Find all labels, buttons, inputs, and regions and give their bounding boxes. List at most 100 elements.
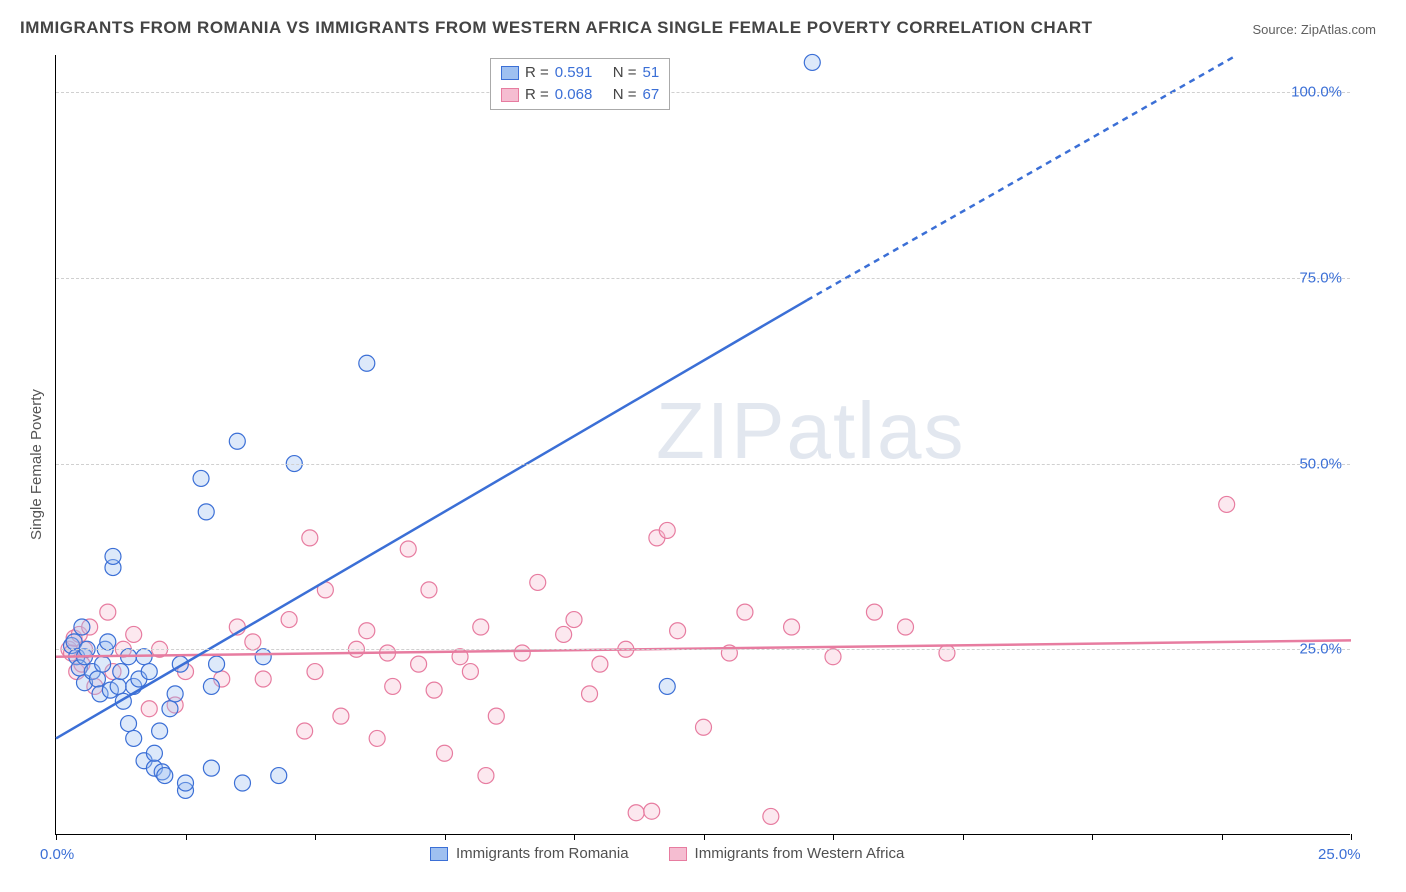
y-tick-label: 50.0%: [1299, 455, 1342, 472]
data-point: [737, 604, 753, 620]
plot-area: ZIPatlas 25.0%50.0%75.0%100.0%: [55, 55, 1350, 835]
data-point: [255, 649, 271, 665]
data-point: [582, 686, 598, 702]
data-point: [592, 656, 608, 672]
data-point: [89, 671, 105, 687]
data-point: [152, 723, 168, 739]
data-point: [566, 612, 582, 628]
x-tick: [56, 834, 57, 840]
x-tick: [704, 834, 705, 840]
data-point: [1219, 496, 1235, 512]
data-point: [804, 54, 820, 70]
data-point: [530, 574, 546, 590]
data-point: [359, 355, 375, 371]
data-point: [369, 730, 385, 746]
data-point: [556, 626, 572, 642]
legend-row-wafrica: R = 0.068 N = 67: [501, 84, 659, 106]
data-point: [74, 619, 90, 635]
data-point: [478, 768, 494, 784]
data-point: [95, 656, 111, 672]
data-point: [628, 805, 644, 821]
data-point: [141, 664, 157, 680]
data-point: [100, 604, 116, 620]
data-point: [421, 582, 437, 598]
swatch-icon: [501, 66, 519, 80]
x-tick: [445, 834, 446, 840]
data-point: [271, 768, 287, 784]
legend-item-romania: Immigrants from Romania: [430, 845, 629, 862]
gridline: [56, 464, 1350, 465]
data-point: [297, 723, 313, 739]
gridline: [56, 92, 1350, 93]
data-point: [245, 634, 261, 650]
data-point: [939, 645, 955, 661]
r-label: R =: [525, 62, 549, 84]
source-label: Source: ZipAtlas.com: [1252, 22, 1376, 37]
data-point: [110, 678, 126, 694]
x-tick: [186, 834, 187, 840]
n-label: N =: [613, 84, 637, 106]
data-point: [281, 612, 297, 628]
n-value-romania: 51: [643, 62, 660, 84]
data-point: [411, 656, 427, 672]
legend-row-romania: R = 0.591 N = 51: [501, 62, 659, 84]
swatch-icon: [430, 847, 448, 861]
data-point: [113, 664, 129, 680]
data-point: [473, 619, 489, 635]
swatch-icon: [501, 88, 519, 102]
x-tick: [833, 834, 834, 840]
data-point: [141, 701, 157, 717]
data-point: [898, 619, 914, 635]
chart-title: IMMIGRANTS FROM ROMANIA VS IMMIGRANTS FR…: [20, 18, 1093, 38]
x-max-label: 25.0%: [1318, 846, 1361, 863]
r-value-romania: 0.591: [555, 62, 607, 84]
legend-label-romania: Immigrants from Romania: [456, 845, 629, 862]
x-tick: [1351, 834, 1352, 840]
data-point: [105, 548, 121, 564]
data-point: [333, 708, 349, 724]
data-point: [400, 541, 416, 557]
data-point: [255, 671, 271, 687]
x-origin-label: 0.0%: [40, 846, 74, 863]
data-point: [462, 664, 478, 680]
data-point: [866, 604, 882, 620]
data-point: [167, 686, 183, 702]
data-point: [178, 775, 194, 791]
data-point: [203, 760, 219, 776]
data-point: [437, 745, 453, 761]
data-point: [488, 708, 504, 724]
legend-item-wafrica: Immigrants from Western Africa: [669, 845, 905, 862]
x-tick: [963, 834, 964, 840]
data-point: [825, 649, 841, 665]
data-point: [385, 678, 401, 694]
data-point: [302, 530, 318, 546]
data-point: [121, 716, 137, 732]
y-axis-title: Single Female Poverty: [28, 389, 45, 540]
series-legend: Immigrants from Romania Immigrants from …: [430, 845, 904, 862]
correlation-legend: R = 0.591 N = 51 R = 0.068 N = 67: [490, 58, 670, 110]
x-tick: [574, 834, 575, 840]
data-point: [307, 664, 323, 680]
data-point: [193, 470, 209, 486]
n-label: N =: [613, 62, 637, 84]
data-point: [209, 656, 225, 672]
data-point: [784, 619, 800, 635]
swatch-icon: [669, 847, 687, 861]
data-point: [126, 730, 142, 746]
x-tick: [315, 834, 316, 840]
r-label: R =: [525, 84, 549, 106]
chart-svg: [56, 55, 1350, 834]
r-value-wafrica: 0.068: [555, 84, 607, 106]
data-point: [659, 678, 675, 694]
data-point: [670, 623, 686, 639]
data-point: [359, 623, 375, 639]
data-point: [426, 682, 442, 698]
gridline: [56, 278, 1350, 279]
data-point: [126, 626, 142, 642]
n-value-wafrica: 67: [643, 84, 660, 106]
data-point: [146, 745, 162, 761]
y-tick-label: 100.0%: [1291, 84, 1342, 101]
legend-label-wafrica: Immigrants from Western Africa: [695, 845, 905, 862]
x-tick: [1222, 834, 1223, 840]
regression-line: [56, 300, 807, 738]
